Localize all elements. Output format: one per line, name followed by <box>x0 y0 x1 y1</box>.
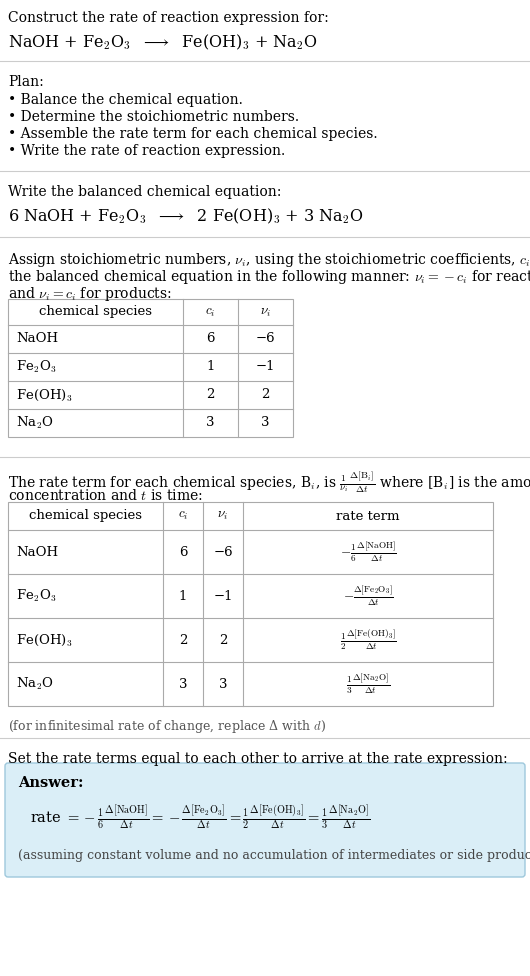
Text: rate $= -\frac{1}{6}\frac{\Delta[\mathrm{NaOH}]}{\Delta t} = -\frac{\Delta[\math: rate $= -\frac{1}{6}\frac{\Delta[\mathrm… <box>30 804 370 833</box>
Text: 2: 2 <box>206 388 215 401</box>
Text: and $\nu_i = c_i$ for products:: and $\nu_i = c_i$ for products: <box>8 285 172 303</box>
Text: Na$_2$O: Na$_2$O <box>16 675 54 692</box>
Text: −6: −6 <box>255 333 275 346</box>
Text: 2: 2 <box>219 633 227 646</box>
Text: (assuming constant volume and no accumulation of intermediates or side products): (assuming constant volume and no accumul… <box>18 849 530 863</box>
Text: 1: 1 <box>179 590 187 602</box>
Bar <box>8 502 493 706</box>
Text: NaOH: NaOH <box>16 333 58 346</box>
Text: $c_i$: $c_i$ <box>178 509 188 522</box>
Text: $\nu_i$: $\nu_i$ <box>260 305 271 318</box>
Text: Plan:: Plan: <box>8 75 44 89</box>
Text: 6 NaOH + Fe$_2$O$_3$  $\longrightarrow$  2 Fe(OH)$_3$ + 3 Na$_2$O: 6 NaOH + Fe$_2$O$_3$ $\longrightarrow$ 2… <box>8 207 364 226</box>
Text: Na$_2$O: Na$_2$O <box>16 415 54 431</box>
Text: (for infinitesimal rate of change, replace Δ with $d$): (for infinitesimal rate of change, repla… <box>8 718 326 735</box>
Text: Answer:: Answer: <box>18 776 84 790</box>
Text: $-\frac{\Delta[\mathrm{Fe_2O_3}]}{\Delta t}$: $-\frac{\Delta[\mathrm{Fe_2O_3}]}{\Delta… <box>342 584 393 608</box>
Text: • Write the rate of reaction expression.: • Write the rate of reaction expression. <box>8 144 285 158</box>
Text: Fe(OH)$_3$: Fe(OH)$_3$ <box>16 387 73 403</box>
Text: • Balance the chemical equation.: • Balance the chemical equation. <box>8 93 243 107</box>
Text: NaOH + Fe$_2$O$_3$  $\longrightarrow$  Fe(OH)$_3$ + Na$_2$O: NaOH + Fe$_2$O$_3$ $\longrightarrow$ Fe(… <box>8 33 317 53</box>
Text: 3: 3 <box>206 417 215 429</box>
Text: −1: −1 <box>213 590 233 602</box>
Text: $\frac{1}{2}\frac{\Delta[\mathrm{Fe(OH)_3}]}{\Delta t}$: $\frac{1}{2}\frac{\Delta[\mathrm{Fe(OH)_… <box>340 628 396 653</box>
Text: 3: 3 <box>219 677 227 690</box>
Text: Set the rate terms equal to each other to arrive at the rate expression:: Set the rate terms equal to each other t… <box>8 752 508 766</box>
Text: 2: 2 <box>261 388 270 401</box>
Text: $\nu_i$: $\nu_i$ <box>217 509 228 522</box>
Text: The rate term for each chemical species, B$_i$, is $\frac{1}{\nu_i}\frac{\Delta[: The rate term for each chemical species,… <box>8 471 530 496</box>
Text: 3: 3 <box>179 677 187 690</box>
Text: 6: 6 <box>206 333 215 346</box>
Text: rate term: rate term <box>336 509 400 522</box>
Text: Write the balanced chemical equation:: Write the balanced chemical equation: <box>8 185 281 199</box>
Text: 1: 1 <box>206 360 215 374</box>
Text: the balanced chemical equation in the following manner: $\nu_i = -c_i$ for react: the balanced chemical equation in the fo… <box>8 268 530 286</box>
FancyBboxPatch shape <box>5 763 525 877</box>
Text: −6: −6 <box>213 546 233 558</box>
Text: $-\frac{1}{6}\frac{\Delta[\mathrm{NaOH}]}{\Delta t}$: $-\frac{1}{6}\frac{\Delta[\mathrm{NaOH}]… <box>340 540 396 564</box>
Text: −1: −1 <box>256 360 275 374</box>
Text: concentration and $t$ is time:: concentration and $t$ is time: <box>8 488 202 503</box>
Text: Fe(OH)$_3$: Fe(OH)$_3$ <box>16 632 73 648</box>
Text: • Determine the stoichiometric numbers.: • Determine the stoichiometric numbers. <box>8 110 299 124</box>
Text: 2: 2 <box>179 633 187 646</box>
Text: Construct the rate of reaction expression for:: Construct the rate of reaction expressio… <box>8 11 329 25</box>
Text: Fe$_2$O$_3$: Fe$_2$O$_3$ <box>16 359 57 375</box>
Bar <box>8 299 293 437</box>
Text: Fe$_2$O$_3$: Fe$_2$O$_3$ <box>16 588 57 604</box>
Text: 6: 6 <box>179 546 187 558</box>
Text: • Assemble the rate term for each chemical species.: • Assemble the rate term for each chemic… <box>8 127 377 141</box>
Text: Assign stoichiometric numbers, $\nu_i$, using the stoichiometric coefficients, $: Assign stoichiometric numbers, $\nu_i$, … <box>8 251 530 269</box>
Text: 3: 3 <box>261 417 270 429</box>
Text: $\frac{1}{3}\frac{\Delta[\mathrm{Na_2O}]}{\Delta t}$: $\frac{1}{3}\frac{\Delta[\mathrm{Na_2O}]… <box>346 671 390 696</box>
Text: NaOH: NaOH <box>16 546 58 558</box>
Text: chemical species: chemical species <box>29 509 142 522</box>
Text: chemical species: chemical species <box>39 305 152 318</box>
Text: $c_i$: $c_i$ <box>205 305 216 318</box>
